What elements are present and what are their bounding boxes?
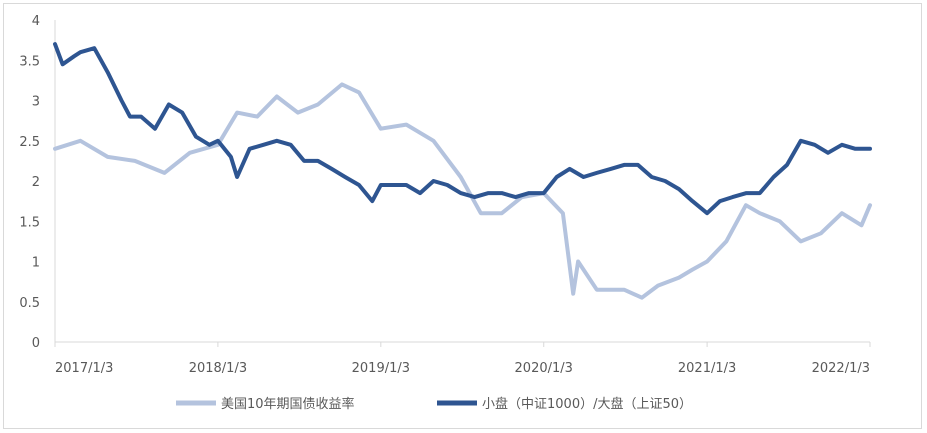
y-tick-label: 0 bbox=[32, 336, 40, 351]
series-line-ratio bbox=[53, 42, 872, 216]
x-axis-ticks: 2017/1/3 2018/1/3 2019/1/3 2020/1/3 2021/1/3… bbox=[54, 342, 871, 376]
x-tick-label: 2021/1/3 bbox=[678, 361, 736, 376]
x-tick-label: 2022/1/3 bbox=[812, 361, 870, 376]
y-tick-label: 3.5 bbox=[19, 54, 40, 69]
x-tick-label: 2018/1/3 bbox=[189, 361, 247, 376]
x-tick-label: 2019/1/3 bbox=[352, 361, 410, 376]
legend-label-ratio: 小盘（中证1000）/大盘（上证50） bbox=[482, 396, 692, 412]
x-tick-label: 2017/1/3 bbox=[55, 361, 113, 376]
series-line-us-10y bbox=[53, 82, 872, 300]
y-axis-ticks: 0 0.5 1 1.5 2 2.5 3 3.5 4 bbox=[19, 14, 40, 351]
y-tick-label: 4 bbox=[32, 14, 40, 29]
legend-label-us-10y: 美国10年期国债收益率 bbox=[221, 396, 355, 412]
legend: 美国10年期国债收益率 小盘（中证1000）/大盘（上证50） bbox=[176, 396, 692, 412]
series-layer bbox=[53, 42, 872, 300]
y-tick-label: 2.5 bbox=[19, 135, 40, 150]
y-tick-label: 2 bbox=[32, 175, 40, 190]
y-tick-label: 1.5 bbox=[19, 215, 40, 230]
y-tick-label: 3 bbox=[32, 95, 40, 110]
y-tick-label: 1 bbox=[32, 256, 40, 271]
x-tick-label: 2020/1/3 bbox=[515, 361, 573, 376]
y-tick-label: 0.5 bbox=[19, 296, 40, 311]
